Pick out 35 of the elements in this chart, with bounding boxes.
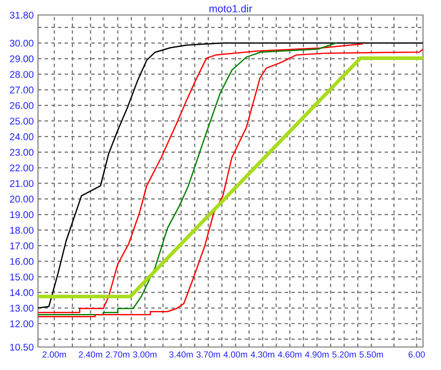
x-tick-label: 3.70m xyxy=(196,351,220,358)
y-tick-label: 23.00 xyxy=(10,148,34,156)
y-tick-label: 31.80 xyxy=(10,12,34,19)
y-tick-label: 13.00 xyxy=(10,304,34,312)
x-tick-label: 4.30m xyxy=(250,351,274,358)
y-tick-label: 25.00 xyxy=(10,118,34,125)
y-tick-label: 24.00 xyxy=(10,133,34,140)
x-tick-label: 2.40m xyxy=(78,351,102,358)
y-tick-label: 22.00 xyxy=(10,164,34,172)
x-tick-label: 5.20m xyxy=(332,351,356,358)
y-tick-label: 10.50 xyxy=(10,344,34,351)
x-tick-label: 2.70m xyxy=(106,351,130,358)
x-tick-label: 6.00 xyxy=(408,351,425,358)
y-tick-label: 16.00 xyxy=(10,258,34,265)
y-tick-label: 26.00 xyxy=(10,102,34,110)
x-tick-label: 2.00m xyxy=(42,351,66,358)
y-tick-label: 19.00 xyxy=(10,211,34,218)
x-tick-label: 3.40m xyxy=(169,351,193,358)
x-tick-label: 4.60m xyxy=(278,351,302,358)
y-tick-label: 17.00 xyxy=(10,242,34,250)
x-tick-label: 5.50m xyxy=(360,351,383,358)
y-tick-label: 21.00 xyxy=(10,180,34,187)
x-tick-label: 4.90m xyxy=(305,351,329,358)
y-tick-label: 20.00 xyxy=(10,196,34,203)
y-tick-label: 29.00 xyxy=(10,55,34,62)
y-tick-label: 30.00 xyxy=(10,40,34,47)
y-tick-label: 28.00 xyxy=(10,70,34,78)
x-tick-label: 3.00m xyxy=(133,351,156,358)
y-tick-label: 15.00 xyxy=(10,274,34,280)
y-tick-label: 27.00 xyxy=(10,86,34,94)
x-tick-label: 4.00m xyxy=(224,351,248,358)
y-tick-label: 14.00 xyxy=(10,289,34,296)
y-tick-label: 12.00 xyxy=(10,320,34,328)
chart-title: moto1.dir xyxy=(209,4,252,12)
y-tick-label: 18.00 xyxy=(10,226,34,234)
